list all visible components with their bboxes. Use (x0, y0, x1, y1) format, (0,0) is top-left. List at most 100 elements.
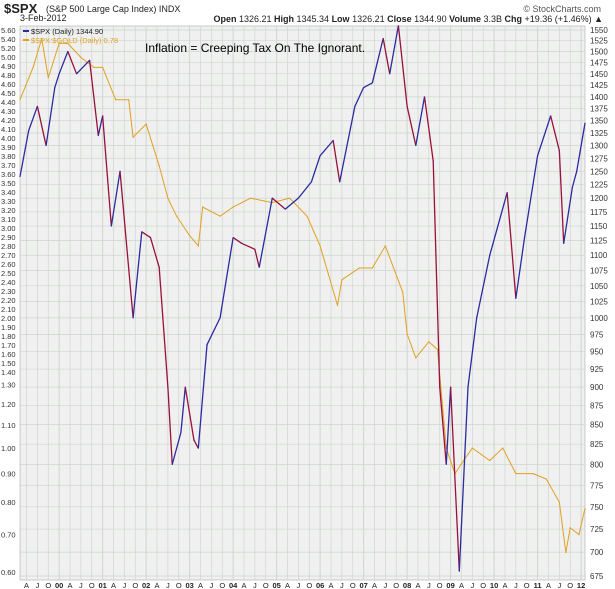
data-point-spx-gold (232, 206, 234, 208)
series-segment-spx (406, 106, 417, 146)
stat-label-low: Low (331, 14, 353, 24)
data-point-spx-gold (219, 215, 221, 217)
series-segment-spx (219, 237, 234, 318)
series-segment-spx (254, 249, 260, 268)
y-left-tick-label: 2.10 (1, 305, 16, 314)
data-point-spx-gold (202, 206, 204, 208)
stat-label-volume: Volume (449, 14, 484, 24)
series-segment-spx (423, 96, 434, 161)
y-right-tick-label: 900 (590, 383, 604, 392)
y-right-tick-label: 1325 (590, 129, 608, 138)
series-segment-spx (467, 317, 478, 388)
data-point-spx-gold (336, 304, 339, 307)
data-point-spx-gold (532, 473, 534, 475)
y-right-tick-label: 1125 (590, 236, 608, 245)
series-segment-spx (258, 197, 273, 268)
x-tick-label: O (437, 581, 443, 589)
data-point-spx (415, 144, 417, 147)
stat-value-low: 1326.21 (352, 14, 388, 24)
y-right-tick-label: 975 (590, 330, 604, 339)
y-right-tick-label: 1525 (590, 37, 608, 46)
y-right-tick-label: 700 (590, 548, 604, 557)
data-point-spx-gold (58, 42, 60, 44)
x-tick-label: 00 (55, 581, 63, 589)
series-segment-spx (171, 432, 182, 465)
data-point-spx-gold (249, 197, 252, 199)
x-tick-label: O (393, 581, 399, 589)
chart-date: 3-Feb-2012 (20, 13, 67, 23)
series-segment-spx (76, 59, 91, 75)
x-tick-label: A (198, 581, 203, 589)
data-point-spx (284, 208, 286, 210)
data-point-spx-gold (436, 349, 439, 351)
x-tick-label: J (514, 581, 518, 589)
data-point-spx-gold (145, 123, 147, 125)
data-point-spx (58, 73, 60, 75)
x-tick-label: A (68, 581, 73, 589)
data-point-spx (54, 86, 56, 89)
data-point-spx (406, 105, 408, 107)
series-segment-spx (28, 106, 39, 131)
y-left-tick-label: 3.90 (1, 143, 16, 152)
data-point-spx-gold (558, 501, 560, 503)
series-segment-spx (489, 192, 508, 256)
y-right-tick-label: 750 (590, 503, 604, 512)
copyright[interactable]: © StockCharts.com (523, 4, 601, 14)
series-segment-spx (576, 123, 586, 172)
y-right-tick-label: 1550 (590, 26, 608, 35)
x-tick-label: 05 (272, 581, 280, 589)
y-left-tick-label: 4.40 (1, 98, 16, 107)
data-point-spx (141, 231, 143, 233)
series-segment-spx (319, 140, 334, 157)
stat-value-open: 1326.21 (238, 14, 275, 24)
x-tick-label: J (296, 581, 300, 589)
x-tick-label: 09 (446, 581, 454, 589)
x-tick-label: O (524, 581, 530, 589)
y-left-tick-label: 4.60 (1, 80, 16, 89)
data-point-spx (271, 197, 273, 199)
data-point-spx (458, 570, 460, 572)
x-tick-label: O (176, 581, 182, 589)
data-point-spx (149, 236, 152, 239)
x-tick-label: J (210, 581, 214, 589)
data-point-spx (241, 242, 243, 245)
y-right-tick-label: 1500 (590, 48, 608, 57)
x-tick-label: 01 (98, 581, 106, 589)
series-segment-spx (476, 255, 491, 318)
data-point-spx (439, 386, 441, 388)
price-stats: Open 1326.21 High 1345.34 Low 1326.21 Cl… (213, 14, 603, 24)
data-point-spx (75, 73, 78, 75)
x-tick-label: J (470, 581, 474, 589)
x-tick-label: 12 (577, 581, 585, 589)
x-tick-label: O (263, 581, 269, 589)
y-left-tick-label: 4.30 (1, 107, 16, 116)
x-tick-label: A (415, 581, 420, 589)
y-right-tick-label: 1050 (590, 282, 608, 291)
data-point-spx (36, 105, 38, 107)
data-point-spx (45, 144, 47, 147)
stat-value-volume: 3.3B (483, 14, 505, 24)
data-point-spx-gold (289, 197, 291, 199)
series-segment-spx (88, 60, 99, 136)
data-point-spx (558, 149, 560, 152)
data-point-spx (423, 96, 426, 98)
x-tick-label: J (166, 581, 170, 589)
x-tick-label: J (383, 581, 387, 589)
data-point-spx-gold (306, 215, 308, 217)
data-point-spx-gold (189, 235, 191, 237)
series-segment-spx (506, 192, 517, 299)
y-right-tick-label: 725 (590, 525, 604, 534)
data-point-spx-gold (545, 478, 547, 480)
data-point-spx (88, 59, 91, 61)
data-point-spx (332, 139, 334, 142)
x-tick-label: A (459, 581, 464, 589)
data-point-spx (489, 254, 491, 256)
y-right-tick-label: 1475 (590, 59, 608, 68)
x-tick-label: O (89, 581, 95, 589)
series-segment-spx (536, 115, 552, 156)
stat-label-close: Close (387, 14, 415, 24)
data-point-spx (28, 129, 30, 132)
data-point-spx-gold (358, 267, 360, 269)
x-tick-label: 04 (229, 581, 238, 589)
series-segment-spx (193, 439, 199, 449)
